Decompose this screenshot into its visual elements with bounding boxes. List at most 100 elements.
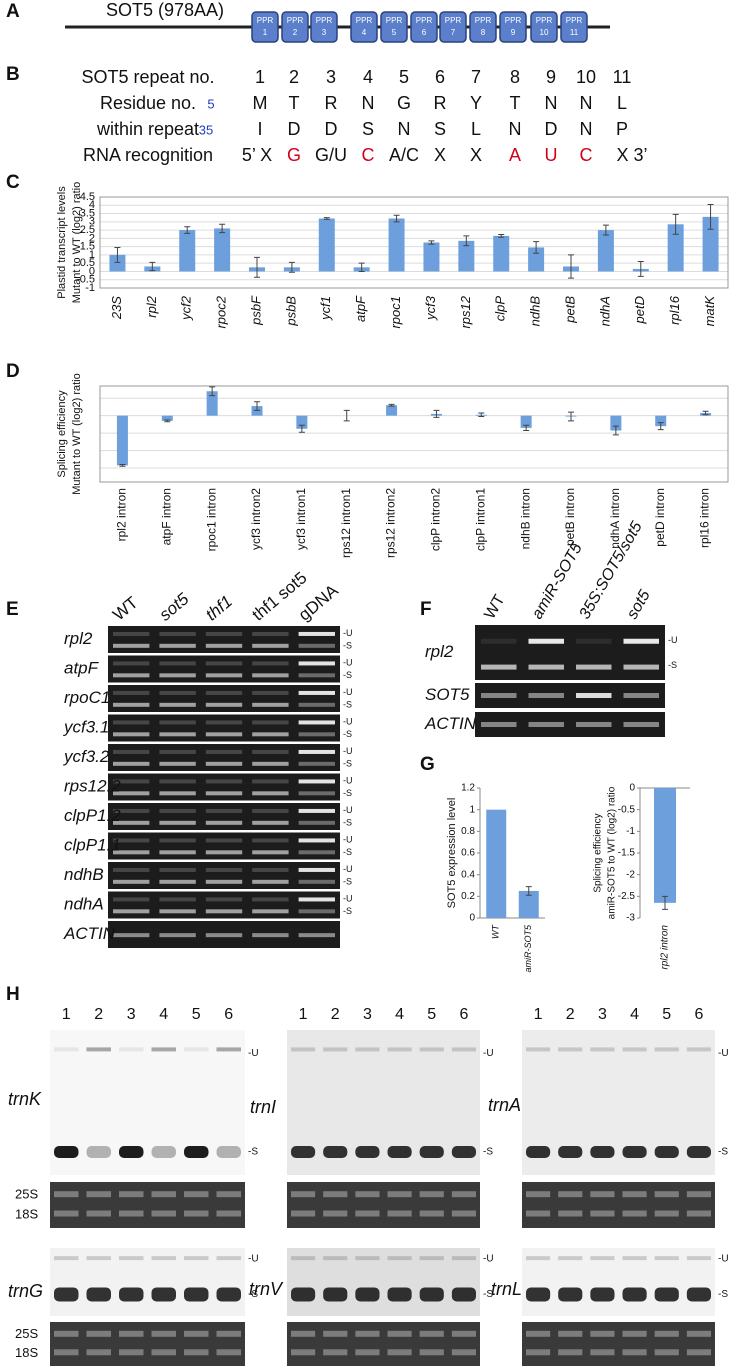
gel-band (159, 732, 196, 737)
row-label: ACTIN (424, 714, 477, 733)
gel-band (205, 749, 243, 754)
x-tick-label: petD intron (653, 488, 667, 547)
rrna-band (323, 1210, 348, 1217)
x-tick-label: ycf2 (179, 295, 194, 321)
blot-label: trnG (8, 1281, 43, 1301)
blot-band (622, 1287, 647, 1302)
gel-band (252, 779, 289, 784)
gel-band (159, 879, 196, 884)
gel-band (205, 850, 243, 855)
rrna-label: 25S (15, 1186, 38, 1201)
blot-band (216, 1146, 241, 1158)
row-label: ycf3.2 (63, 747, 110, 766)
x-tick-label: rps12 (458, 295, 473, 328)
band-marker: -U (668, 635, 678, 645)
row-label: SOT5 (425, 685, 470, 704)
rrna-band (526, 1330, 551, 1337)
bar (318, 218, 335, 272)
error-bar (149, 261, 156, 272)
gel-band (623, 664, 659, 670)
blot-band (654, 1256, 679, 1261)
lane-number: 6 (459, 1006, 468, 1023)
rrna-band (323, 1191, 348, 1198)
table-cell: 6 (435, 67, 445, 87)
y-tick-label: 1.5 (80, 241, 95, 253)
gel-band (298, 909, 335, 914)
lane-number: 3 (363, 1006, 372, 1023)
gel-band (113, 690, 150, 695)
x-tick-label: ycf1 (318, 296, 333, 321)
blot-label: trnV (249, 1279, 284, 1299)
error-bar (612, 425, 619, 436)
blot-band (526, 1146, 551, 1158)
table-cell: G (287, 145, 301, 165)
table-cell: 9 (546, 67, 556, 87)
blot-band (151, 1047, 176, 1052)
rrna-band (419, 1210, 444, 1217)
lane-number: 3 (598, 1006, 607, 1023)
gel (108, 626, 340, 653)
gel (108, 832, 340, 860)
y-tick-label: -1 (85, 282, 95, 294)
bar (520, 415, 532, 428)
band-marker: -S (668, 660, 677, 670)
rrna-band (184, 1349, 209, 1356)
bar (214, 228, 231, 272)
ppr-number: 9 (511, 28, 516, 37)
ppr-box (469, 11, 497, 43)
error-bar (114, 246, 121, 263)
table-cell: D (288, 119, 301, 139)
blot-band (654, 1047, 679, 1052)
blot-label: trnI (250, 1097, 276, 1117)
panel-label: H (6, 984, 20, 1005)
blot (522, 1248, 715, 1316)
bar (518, 890, 539, 918)
error-bar (523, 424, 530, 432)
table-cell: 1 (255, 67, 265, 87)
ppr-number: 5 (392, 28, 397, 37)
ppr-name: PPR (536, 16, 553, 25)
row-label: clpP1.1 (64, 835, 121, 854)
lane-label: WT (109, 593, 141, 625)
table-cell: 8 (510, 67, 520, 87)
rrna-band (355, 1330, 380, 1337)
ppr-name: PPR (316, 16, 333, 25)
rrna-band (216, 1191, 241, 1198)
blot-band (558, 1256, 583, 1261)
lane-number: 6 (224, 1006, 233, 1023)
rrna-band (419, 1349, 444, 1356)
ppr-name: PPR (386, 16, 403, 25)
table-cell: T (289, 93, 300, 113)
blot (522, 1030, 715, 1175)
error-bar (209, 386, 216, 397)
rrna-band (151, 1191, 176, 1198)
x-tick-label: amiR-SOT5 (523, 924, 533, 972)
blot-band (184, 1047, 209, 1052)
blot-label: trnK (8, 1089, 42, 1109)
blot-band (387, 1256, 412, 1261)
gel-band (252, 702, 289, 707)
gel-band (113, 867, 150, 872)
x-tick-label: matK (702, 295, 717, 327)
rrna-label: 18S (15, 1345, 38, 1360)
rrna-band (451, 1349, 476, 1356)
table-cell: N (509, 119, 522, 139)
bar (109, 254, 126, 272)
gel-band (298, 732, 335, 737)
lane-number: 5 (427, 1006, 436, 1023)
gel-band (205, 673, 243, 678)
y-axis-label: Mutant to WT (log2) ratio (71, 182, 83, 303)
gel-band (205, 661, 243, 666)
gel (108, 744, 340, 771)
error-bar (428, 240, 435, 245)
band-marker: -S (718, 1289, 728, 1300)
blot-band (216, 1047, 241, 1052)
plot-frame (99, 385, 729, 483)
blot-band (654, 1146, 679, 1158)
table-cell: 4 (363, 67, 373, 87)
table-cell: 7 (471, 67, 481, 87)
error-bar (433, 409, 440, 418)
rrna-band (119, 1330, 144, 1337)
lane-label: thf1 (202, 592, 236, 625)
ppr-name: PPR (356, 16, 373, 25)
